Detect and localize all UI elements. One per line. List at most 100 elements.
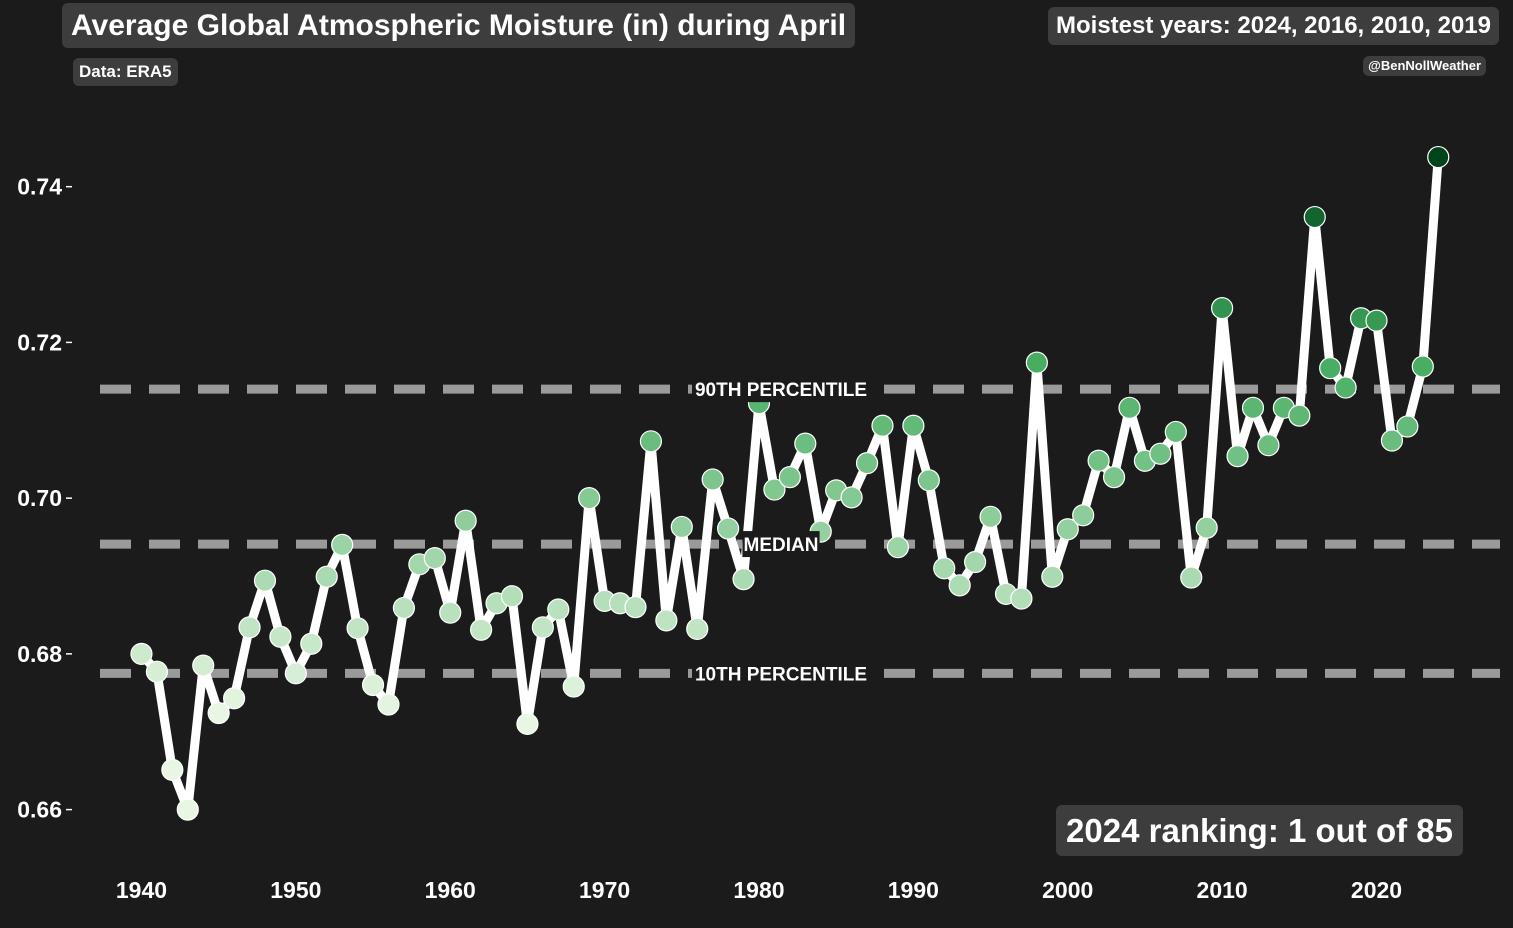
data-point-2016 (1303, 205, 1326, 229)
data-point-1946 (222, 687, 246, 710)
data-point-1992 (933, 557, 956, 580)
data-point-1940 (130, 642, 153, 665)
reference-labels: 90TH PERCENTILE MEDIAN 10TH PERCENTILE (692, 376, 870, 687)
data-point-1983 (794, 432, 817, 455)
data-point-1961 (454, 509, 477, 532)
data-point-1954 (346, 617, 369, 640)
data-point-1966 (531, 616, 554, 639)
ranking-label: 2024 ranking: 1 out of 85 (1056, 805, 1463, 856)
data-point-1989 (886, 536, 910, 559)
chart-title: Average Global Atmospheric Moisture (in)… (62, 3, 856, 48)
data-point-2022 (1396, 415, 1419, 438)
data-point-1993 (948, 574, 971, 597)
x-tick-label-3: 1970 (579, 877, 630, 903)
axes: 0.66 0.68 0.70 0.72 0.74 1940 1950 1960 1970 1980… (17, 174, 1402, 903)
data-point-1953 (331, 533, 354, 556)
data-point-1942 (161, 758, 184, 781)
data-point-2001 (1072, 504, 1095, 527)
data-point-1976 (686, 617, 709, 641)
data-point-2008 (1180, 566, 1203, 589)
data-point-2011 (1226, 444, 1249, 468)
reference-label-bg-1 (742, 531, 820, 558)
data-source-label: Data: ERA5 (73, 58, 178, 86)
reference-label-bg-2 (692, 660, 870, 687)
data-point-1941 (145, 660, 169, 683)
data-point-2009 (1195, 516, 1218, 539)
data-point-1950 (284, 662, 307, 685)
data-point-1977 (701, 468, 724, 491)
x-tick-label-1: 1950 (270, 877, 321, 903)
data-point-1949 (269, 625, 292, 648)
data-point-1979 (732, 568, 755, 591)
data-point-1999 (1041, 565, 1064, 588)
x-tick-label-0: 1940 (116, 877, 167, 903)
data-point-2021 (1380, 429, 1404, 452)
reference-label-bg-0 (692, 376, 870, 403)
author-credit: @BenNollWeather (1363, 56, 1486, 76)
data-point-1988 (871, 414, 894, 437)
data-point-2006 (1149, 442, 1172, 465)
data-point-2015 (1288, 404, 1311, 427)
data-point-1997 (1010, 587, 1033, 610)
data-point-1955 (361, 673, 385, 697)
y-tick-label-0: 0.66 (17, 797, 62, 823)
y-tick-label-1: 0.68 (17, 641, 62, 667)
data-point-1972 (624, 596, 647, 619)
data-point-1982 (778, 466, 801, 489)
data-point-2004 (1118, 396, 1141, 419)
data-point-1978 (717, 517, 740, 540)
data-point-2024 (1427, 145, 1450, 169)
x-tick-label-6: 2000 (1042, 877, 1093, 903)
data-point-2017 (1319, 357, 1342, 380)
data-point-1948 (253, 569, 277, 592)
data-point-1945 (207, 701, 230, 725)
data-point-1991 (917, 469, 940, 492)
data-point-1974 (655, 609, 678, 632)
data-point-1994 (964, 550, 987, 574)
data-point-2010 (1211, 297, 1234, 320)
y-tick-label-3: 0.72 (17, 329, 62, 355)
data-point-1990 (902, 414, 925, 437)
data-point-1964 (500, 585, 524, 608)
data-point-1957 (392, 596, 416, 620)
data-point-1973 (639, 430, 663, 453)
data-point-1956 (377, 693, 400, 716)
data-point-1951 (300, 632, 323, 655)
data-point-2012 (1241, 396, 1265, 419)
data-point-1969 (578, 487, 601, 510)
data-point-1968 (562, 675, 585, 698)
reference-label-1: MEDIAN (744, 535, 819, 556)
data-point-2023 (1411, 355, 1434, 378)
data-point-1959 (423, 546, 446, 570)
x-tick-label-7: 2010 (1197, 877, 1248, 903)
data-point-1943 (176, 798, 199, 821)
data-point-2013 (1257, 434, 1280, 457)
data-point-1975 (670, 515, 693, 539)
data-series (130, 145, 1450, 821)
data-point-1995 (979, 505, 1002, 528)
x-tick-label-8: 2020 (1351, 877, 1402, 903)
data-point-1998 (1025, 351, 1048, 374)
data-point-1986 (840, 486, 863, 509)
data-point-2002 (1087, 449, 1110, 472)
data-point-2000 (1056, 518, 1079, 541)
data-point-1960 (439, 601, 462, 624)
moistest-years-label: Moistest years: 2024, 2016, 2010, 2019 (1048, 7, 1499, 45)
data-point-2007 (1164, 420, 1187, 444)
data-point-1962 (470, 618, 493, 641)
x-tick-label-4: 1980 (733, 877, 784, 903)
data-point-1944 (192, 654, 215, 677)
data-point-2018 (1334, 376, 1357, 399)
data-point-2003 (1102, 466, 1126, 489)
data-point-1947 (238, 616, 261, 639)
reference-label-0: 90TH PERCENTILE (695, 380, 867, 401)
y-tick-label-4: 0.74 (17, 174, 62, 200)
data-point-1965 (516, 712, 539, 736)
data-point-1952 (315, 565, 338, 588)
data-point-1981 (763, 478, 786, 501)
y-tick-label-2: 0.70 (17, 485, 62, 511)
data-point-1987 (855, 451, 879, 475)
data-point-2020 (1365, 309, 1388, 332)
reference-label-2: 10TH PERCENTILE (695, 664, 867, 685)
